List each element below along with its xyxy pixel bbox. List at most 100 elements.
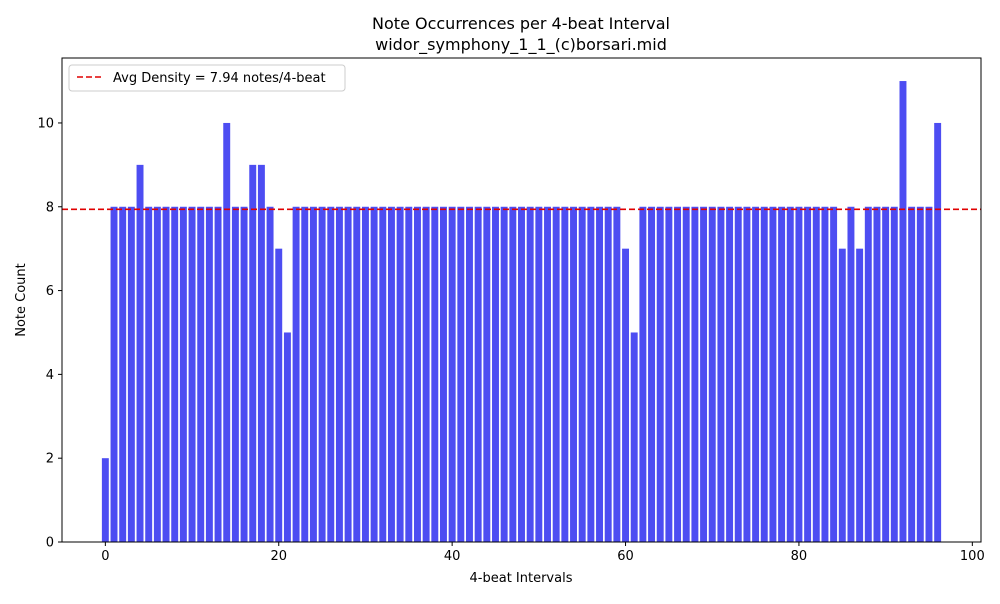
- bar: [682, 206, 690, 542]
- bar: [249, 164, 257, 542]
- bar: [231, 206, 239, 542]
- bar: [830, 206, 838, 542]
- bar: [552, 206, 560, 542]
- bar: [708, 206, 716, 542]
- bar: [266, 206, 274, 542]
- bar: [544, 206, 551, 542]
- bar: [622, 248, 630, 542]
- bar: [656, 206, 664, 542]
- bar: [127, 206, 135, 542]
- x-tick-label: 80: [791, 549, 808, 564]
- bar: [309, 206, 317, 542]
- bar: [318, 206, 326, 542]
- bar: [561, 206, 569, 542]
- bar: [283, 332, 291, 542]
- bar: [440, 206, 447, 542]
- bar: [882, 206, 890, 542]
- plot-frame: [61, 57, 982, 543]
- bar: [257, 164, 265, 542]
- bar: [188, 206, 196, 542]
- bar: [821, 206, 829, 542]
- bar: [387, 206, 395, 542]
- bar: [413, 206, 421, 542]
- bar: [838, 248, 846, 542]
- bar: [448, 206, 456, 542]
- bars-group: [101, 81, 942, 543]
- bar: [691, 206, 699, 542]
- y-axis-ticks: 0 2 4 6 8 10: [37, 116, 62, 551]
- x-tick-label: 0: [101, 549, 109, 564]
- bar: [353, 206, 361, 542]
- x-tick-label: 100: [960, 549, 985, 564]
- bar: [240, 206, 248, 542]
- bar: [101, 458, 109, 542]
- bar: [804, 206, 812, 542]
- x-tick-label: 60: [617, 549, 634, 564]
- legend-box: [68, 64, 346, 92]
- bar: [500, 206, 508, 542]
- bar: [769, 206, 777, 542]
- bar: [509, 206, 517, 542]
- bar: [786, 206, 794, 542]
- bar: [466, 206, 473, 542]
- legend-label: Avg Density = 7.94 notes/4-beat: [113, 71, 326, 86]
- bar: [422, 206, 430, 542]
- bar: [639, 206, 647, 542]
- bar: [752, 206, 760, 542]
- bar: [301, 206, 309, 542]
- bar: [734, 206, 742, 542]
- bar: [483, 206, 491, 542]
- bar: [934, 122, 942, 542]
- x-axis-ticks: 0 20 40 60 80 100: [101, 542, 985, 564]
- bar: [613, 206, 621, 542]
- bar: [136, 164, 144, 542]
- bar: [153, 206, 161, 542]
- bar: [535, 206, 543, 542]
- bar: [925, 206, 933, 542]
- bar: [431, 206, 439, 542]
- y-tick-label: 2: [46, 452, 54, 467]
- legend: Avg Density = 7.94 notes/4-beat: [68, 64, 346, 92]
- bar: [145, 206, 153, 542]
- bar: [864, 206, 872, 542]
- bar: [335, 206, 343, 542]
- x-tick-label: 20: [270, 549, 287, 564]
- bar: [474, 206, 482, 542]
- bar: [526, 206, 534, 542]
- y-axis-label: Note Count: [14, 263, 29, 337]
- bar: [856, 248, 864, 542]
- bar: [743, 206, 751, 542]
- chart-title: Note Occurrences per 4-beat Interval: [372, 14, 670, 33]
- bar: [110, 206, 118, 542]
- bar: [587, 206, 595, 542]
- chart-subtitle: widor_symphony_1_1_(c)borsari.mid: [375, 35, 667, 55]
- y-tick-label: 0: [46, 536, 54, 551]
- bar: [457, 206, 465, 542]
- bar: [396, 206, 404, 542]
- bar: [214, 206, 222, 542]
- bar: [570, 206, 577, 542]
- bar: [604, 206, 612, 542]
- y-tick-label: 8: [46, 200, 54, 215]
- bar: [873, 206, 881, 542]
- bar: [665, 206, 673, 542]
- bar: [578, 206, 586, 542]
- bar: [916, 206, 924, 542]
- bar: [908, 206, 916, 542]
- bar: [596, 206, 603, 542]
- bar: [726, 206, 734, 542]
- bar: [812, 206, 820, 542]
- y-tick-label: 6: [46, 284, 54, 299]
- bar: [717, 206, 725, 542]
- x-tick-label: 40: [444, 549, 461, 564]
- bar: [405, 206, 413, 542]
- bar: [223, 122, 231, 542]
- bar: [370, 206, 378, 542]
- bar: [648, 206, 656, 542]
- bar: [778, 206, 786, 542]
- bar: [899, 81, 907, 543]
- bar: [344, 206, 352, 542]
- bar: [179, 206, 187, 542]
- bar: [379, 206, 387, 542]
